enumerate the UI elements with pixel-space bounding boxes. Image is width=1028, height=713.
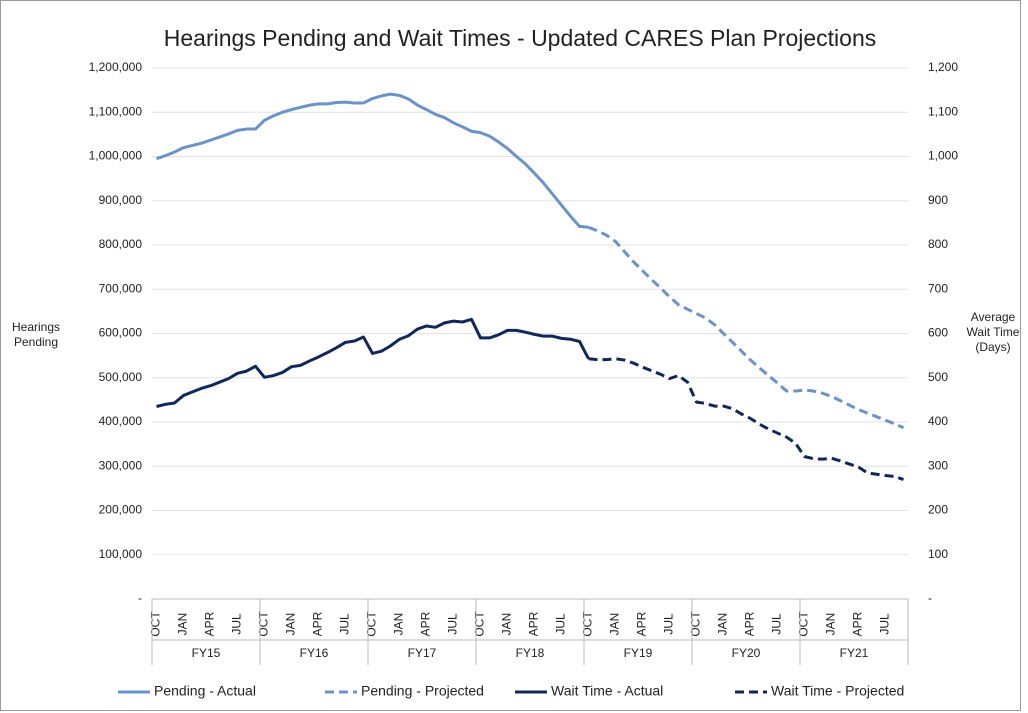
- y2-tick-label: 100: [928, 547, 948, 561]
- group-label: FY16: [300, 646, 329, 660]
- x-tick-label: JAN: [608, 613, 622, 636]
- x-tick-label: APR: [743, 611, 757, 636]
- x-tick-label: OCT: [689, 611, 703, 637]
- group-label: FY19: [624, 646, 653, 660]
- x-tick-label: JUL: [770, 613, 784, 635]
- x-tick-label: JAN: [176, 613, 190, 636]
- y-tick-label: 100,000: [99, 547, 143, 561]
- legend-label: Pending - Projected: [361, 683, 484, 699]
- y2-tick-label: 1,200: [928, 60, 958, 74]
- y-tick-label: 800,000: [99, 237, 143, 251]
- y2-tick-label: 1,100: [928, 104, 958, 118]
- chart-title: Hearings Pending and Wait Times - Update…: [164, 25, 877, 51]
- y2-tick-label: 1,000: [928, 149, 958, 163]
- series-line: [587, 225, 905, 430]
- y-tick-label: 300,000: [99, 458, 143, 472]
- x-tick-label: OCT: [365, 611, 379, 637]
- y2-tick-label: 400: [928, 414, 948, 428]
- y-tick-label: -: [138, 591, 142, 605]
- x-tick-label: OCT: [149, 611, 163, 637]
- y2-tick-label: 600: [928, 326, 948, 340]
- x-tick-label: OCT: [473, 611, 487, 637]
- y2-axis-label: Average Wait Time (Days): [966, 310, 1020, 354]
- y2-tick-label: 300: [928, 458, 948, 472]
- group-label: FY18: [516, 646, 545, 660]
- series-line: [156, 92, 589, 229]
- y2-tick-label: 800: [928, 237, 948, 251]
- y-tick-label: 900,000: [99, 193, 143, 207]
- x-tick-label: JUL: [554, 613, 568, 635]
- series-line: [588, 357, 904, 481]
- x-tick-label: APR: [311, 611, 325, 636]
- x-tick-label: JAN: [716, 613, 730, 636]
- x-tick-label: APR: [635, 611, 649, 636]
- group-label: FY21: [840, 646, 869, 660]
- legend-label: Wait Time - Projected: [771, 683, 904, 699]
- y2-tick-label: 500: [928, 370, 948, 384]
- y-axis-label: Hearings Pending: [11, 320, 61, 349]
- x-tick-label: JUL: [662, 613, 676, 635]
- x-tick-label: OCT: [581, 611, 595, 637]
- x-tick-label: OCT: [797, 611, 811, 637]
- y2-tick-label: 200: [928, 503, 948, 517]
- x-tick-label: APR: [419, 611, 433, 636]
- y-tick-label: 400,000: [99, 414, 143, 428]
- y-tick-label: 600,000: [99, 326, 143, 340]
- x-tick-label: JUL: [446, 613, 460, 635]
- y2-tick-label: 900: [928, 193, 948, 207]
- x-tick-label: APR: [851, 611, 865, 636]
- y2-tick-label: 700: [928, 281, 948, 295]
- y2-tick-label: -: [928, 591, 932, 605]
- x-tick-label: APR: [203, 611, 217, 636]
- x-tick-label: OCT: [257, 611, 271, 637]
- x-tick-label: JUL: [230, 613, 244, 635]
- y-tick-label: 200,000: [99, 503, 143, 517]
- legend-label: Pending - Actual: [154, 683, 256, 699]
- x-tick-label: JAN: [392, 613, 406, 636]
- y-tick-label: 700,000: [99, 281, 143, 295]
- x-tick-label: JUL: [878, 613, 892, 635]
- y-tick-label: 500,000: [99, 370, 143, 384]
- group-label: FY20: [732, 646, 761, 660]
- y-tick-label: 1,000,000: [89, 149, 143, 163]
- x-tick-label: JAN: [284, 613, 298, 636]
- group-label: FY15: [192, 646, 221, 660]
- group-label: FY17: [408, 646, 437, 660]
- y-tick-label: 1,200,000: [89, 60, 143, 74]
- x-tick-label: APR: [527, 611, 541, 636]
- x-tick-label: JAN: [500, 613, 514, 636]
- x-tick-label: JUL: [338, 613, 352, 635]
- series-line: [156, 317, 590, 408]
- legend-label: Wait Time - Actual: [551, 683, 663, 699]
- y-tick-label: 1,100,000: [89, 104, 143, 118]
- x-tick-label: JAN: [824, 613, 838, 636]
